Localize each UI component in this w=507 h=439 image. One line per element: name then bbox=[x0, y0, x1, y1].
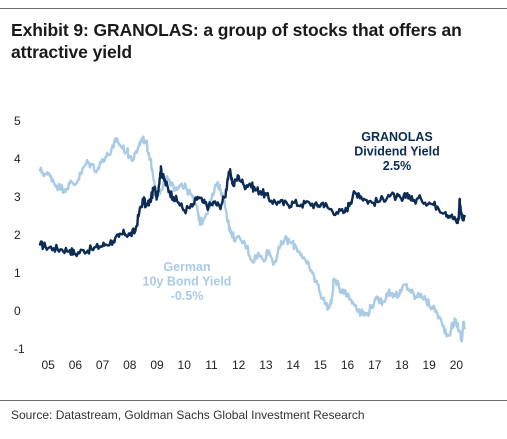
annotation-line: -0.5% bbox=[171, 289, 204, 303]
annotation-line: Dividend Yield bbox=[354, 145, 439, 159]
x-tick-label: 15 bbox=[314, 358, 328, 372]
series-layer bbox=[38, 135, 466, 343]
series-line-german-10y-bond-yield bbox=[38, 135, 466, 343]
x-tick-label: 12 bbox=[232, 358, 246, 372]
x-tick-label: 06 bbox=[69, 358, 83, 372]
x-tick-label: 16 bbox=[341, 358, 355, 372]
x-tick-label: 11 bbox=[205, 358, 218, 372]
annotation-line: 2.5% bbox=[383, 159, 412, 173]
x-tick-label: 20 bbox=[450, 358, 464, 372]
y-tick-label: 3 bbox=[14, 190, 21, 204]
x-tick-label: 18 bbox=[395, 358, 409, 372]
y-tick-label: 5 bbox=[14, 114, 21, 128]
x-tick-label: 17 bbox=[368, 358, 382, 372]
x-tick-label: 13 bbox=[259, 358, 273, 372]
y-tick-label: -1 bbox=[14, 342, 25, 356]
x-tick-label: 08 bbox=[123, 358, 137, 372]
y-tick-label: 4 bbox=[14, 152, 21, 166]
x-tick-label: 14 bbox=[286, 358, 300, 372]
chart-title: Exhibit 9: GRANOLAS: a group of stocks t… bbox=[11, 20, 462, 62]
annotation-line: German bbox=[163, 260, 210, 274]
annotation-line: GRANOLAS bbox=[361, 130, 433, 144]
x-tick-label: 07 bbox=[96, 358, 110, 372]
top-rule bbox=[0, 8, 507, 9]
x-tick-label: 10 bbox=[178, 358, 192, 372]
annotation-line: 10y Bond Yield bbox=[143, 275, 232, 289]
x-tick-label: 09 bbox=[150, 358, 164, 372]
x-tick-label: 19 bbox=[422, 358, 436, 372]
x-tick-label: 05 bbox=[41, 358, 55, 372]
source-note: Source: Datastream, Goldman Sachs Global… bbox=[11, 408, 365, 422]
y-tick-label: 2 bbox=[14, 228, 21, 242]
y-tick-label: 1 bbox=[14, 266, 21, 280]
y-tick-label: 0 bbox=[14, 304, 21, 318]
bottom-rule bbox=[0, 400, 507, 401]
series-line-granolas-dividend-yield bbox=[38, 165, 466, 258]
